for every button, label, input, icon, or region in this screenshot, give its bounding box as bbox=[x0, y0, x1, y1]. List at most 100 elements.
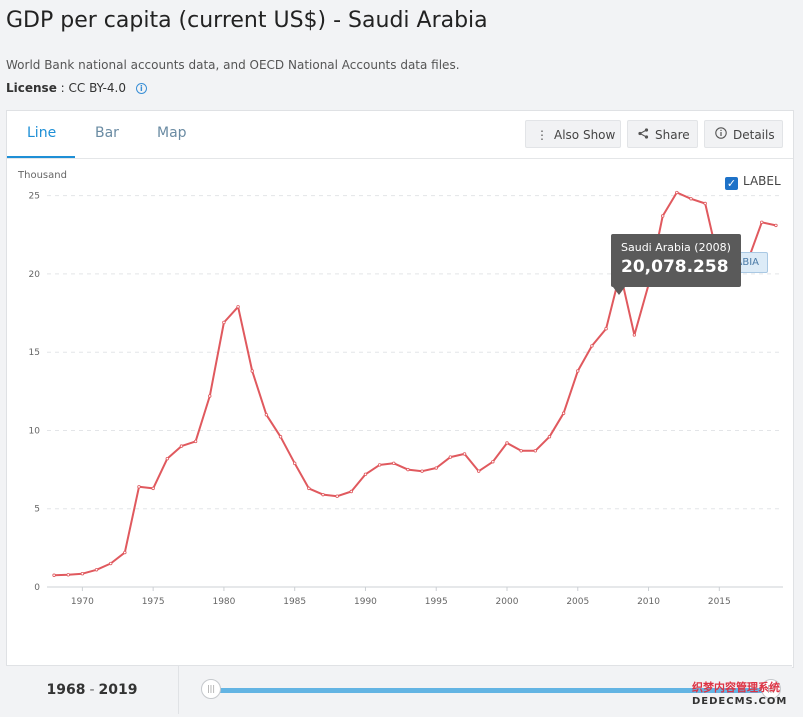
data-point[interactable] bbox=[165, 456, 170, 461]
active-tab-indicator bbox=[7, 156, 75, 158]
data-point[interactable] bbox=[52, 573, 56, 577]
data-point[interactable] bbox=[80, 571, 85, 576]
y-axis-label: Thousand bbox=[17, 170, 67, 181]
watermark-line1: 织梦内容管理系统 bbox=[692, 681, 780, 694]
y-tick-labels: 0 5 10 15 20 25 bbox=[29, 192, 41, 593]
data-point[interactable] bbox=[476, 469, 481, 473]
data-point[interactable] bbox=[774, 223, 778, 228]
license-label: License bbox=[6, 81, 57, 95]
range-end: 2019 bbox=[98, 682, 138, 698]
share-button[interactable]: Share bbox=[627, 120, 698, 148]
data-point[interactable] bbox=[505, 441, 509, 445]
data-point[interactable] bbox=[123, 550, 127, 555]
data-point[interactable] bbox=[660, 214, 665, 218]
range-end-handle[interactable]: ||| bbox=[761, 679, 781, 699]
info-circle-icon bbox=[715, 121, 727, 149]
range-start: 1968 bbox=[46, 682, 86, 698]
data-point[interactable] bbox=[307, 486, 311, 491]
tooltip-value: 20,078.258 bbox=[621, 257, 729, 277]
more-vertical-icon: ⋮ bbox=[536, 128, 548, 142]
data-point[interactable] bbox=[335, 494, 339, 498]
data-point[interactable] bbox=[137, 485, 141, 489]
data-point[interactable] bbox=[519, 449, 523, 453]
data-point[interactable] bbox=[66, 573, 70, 577]
data-point[interactable] bbox=[349, 489, 354, 494]
data-point[interactable] bbox=[250, 369, 254, 373]
y-tick-label: 0 bbox=[34, 583, 40, 593]
data-point[interactable] bbox=[363, 472, 368, 476]
tooltip-title: Saudi Arabia (2008) bbox=[621, 241, 731, 254]
data-point[interactable] bbox=[420, 469, 424, 473]
data-point[interactable] bbox=[222, 320, 226, 325]
line-chart[interactable]: Thousand 0 5 10 15 20 25 1970 1975 1980 1985 1990… bbox=[7, 158, 793, 667]
data-tooltip: Saudi Arabia (2008) 20,078.258 bbox=[611, 234, 741, 287]
y-tick-label: 15 bbox=[29, 348, 40, 358]
data-point[interactable] bbox=[533, 449, 538, 453]
page-title: GDP per capita (current US$) - Saudi Ara… bbox=[6, 8, 488, 33]
chart-card: Line Bar Map ⋮ Also Show Share Details Th… bbox=[6, 110, 794, 668]
license-value: : CC BY-4.0 bbox=[60, 81, 126, 95]
data-point[interactable] bbox=[448, 455, 453, 459]
range-start-handle[interactable]: ||| bbox=[201, 679, 221, 699]
also-show-button[interactable]: ⋮ Also Show bbox=[525, 120, 621, 148]
x-tick-label: 1980 bbox=[212, 597, 235, 607]
checkbox-checked-icon[interactable]: ✓ bbox=[725, 177, 738, 190]
x-tick-label: 1970 bbox=[71, 597, 94, 607]
data-point[interactable] bbox=[151, 486, 155, 491]
label-toggle-text: LABEL bbox=[743, 174, 781, 188]
share-icon bbox=[638, 121, 649, 149]
data-point[interactable] bbox=[632, 333, 637, 337]
x-tick-label: 2010 bbox=[637, 597, 660, 607]
data-point[interactable] bbox=[94, 568, 99, 572]
range-slider-track[interactable] bbox=[211, 688, 775, 693]
chart-tabs: Line Bar Map ⋮ Also Show Share Details bbox=[7, 111, 793, 159]
watermark-line2: DEDECMS.COM bbox=[692, 696, 788, 707]
grid-lines bbox=[47, 195, 783, 510]
data-point[interactable] bbox=[462, 452, 467, 456]
tab-line[interactable]: Line bbox=[27, 125, 57, 141]
data-point[interactable] bbox=[208, 394, 212, 398]
data-point[interactable] bbox=[547, 435, 552, 439]
data-point[interactable] bbox=[236, 305, 240, 309]
x-tick-label: 1975 bbox=[142, 597, 165, 607]
data-point[interactable] bbox=[108, 561, 113, 566]
data-point[interactable] bbox=[434, 466, 438, 470]
x-tick-label: 1995 bbox=[425, 597, 448, 607]
data-point[interactable] bbox=[278, 435, 283, 439]
data-point[interactable] bbox=[689, 197, 693, 201]
x-tick-label: 2000 bbox=[496, 597, 519, 607]
data-point[interactable] bbox=[292, 461, 297, 466]
label-toggle[interactable]: ✓ LABEL bbox=[725, 174, 781, 190]
data-point[interactable] bbox=[193, 439, 198, 444]
data-point[interactable] bbox=[392, 461, 396, 466]
tooltip-arrow bbox=[613, 287, 625, 295]
data-point[interactable] bbox=[590, 344, 594, 348]
data-point[interactable] bbox=[264, 413, 269, 417]
data-point[interactable] bbox=[561, 411, 566, 415]
x-tick-labels: 1970 1975 1980 1985 1990 1995 2000 2005 2010 2015 bbox=[71, 587, 731, 607]
license-line: License : CC BY-4.0 i bbox=[6, 81, 147, 95]
also-show-label: Also Show bbox=[554, 128, 616, 142]
details-label: Details bbox=[733, 128, 775, 142]
data-point[interactable] bbox=[760, 220, 764, 224]
watermark: 织梦内容管理系统 DEDECMS.COM bbox=[692, 681, 787, 709]
tab-bar[interactable]: Bar bbox=[95, 125, 119, 141]
info-icon[interactable]: i bbox=[135, 83, 147, 94]
x-tick-label: 1985 bbox=[283, 597, 306, 607]
x-tick-label: 2005 bbox=[566, 597, 589, 607]
x-tick-label: 1990 bbox=[354, 597, 377, 607]
data-point[interactable] bbox=[675, 190, 679, 195]
range-label: 1968-2019 bbox=[6, 666, 179, 714]
y-tick-label: 10 bbox=[29, 426, 41, 436]
details-button[interactable]: Details bbox=[704, 120, 783, 148]
data-point[interactable] bbox=[321, 492, 325, 497]
data-point[interactable] bbox=[406, 467, 410, 472]
range-bar: 1968-2019 ||| ||| bbox=[6, 665, 792, 714]
data-point[interactable] bbox=[491, 460, 495, 464]
data-point[interactable] bbox=[703, 201, 707, 206]
data-point[interactable] bbox=[377, 463, 382, 467]
data-point[interactable] bbox=[604, 327, 608, 331]
tab-map[interactable]: Map bbox=[157, 125, 187, 141]
data-point[interactable] bbox=[179, 444, 184, 448]
data-point[interactable] bbox=[576, 369, 580, 373]
